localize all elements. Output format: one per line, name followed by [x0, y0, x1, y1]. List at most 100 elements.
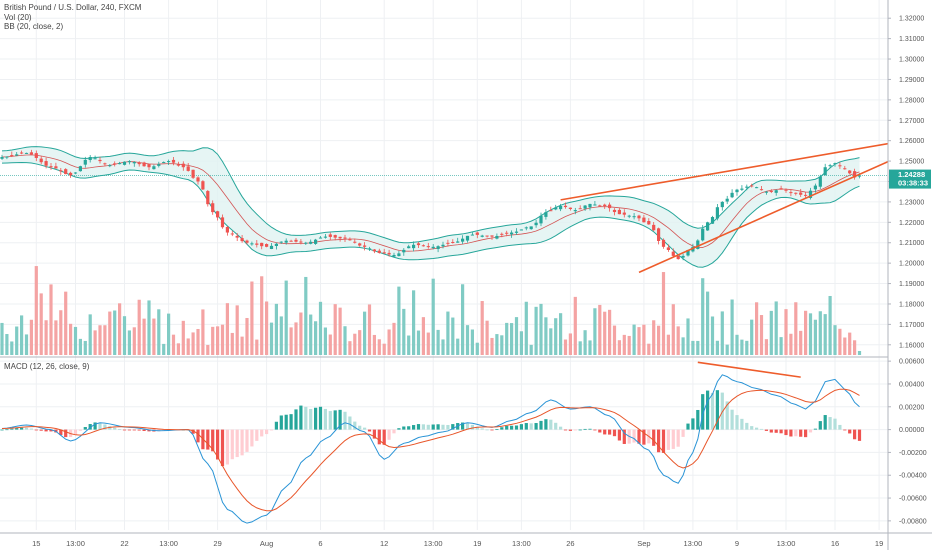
candle-body	[348, 239, 352, 241]
candle-body	[740, 188, 744, 190]
candle-body	[44, 161, 48, 166]
candle-body	[416, 243, 421, 246]
macd-histogram-bar	[676, 429, 680, 447]
volume-bar	[10, 341, 14, 355]
volume-bar	[412, 290, 416, 355]
macd-histogram-bar	[441, 424, 445, 430]
volume-indicator-label[interactable]: Vol (20)	[4, 13, 32, 22]
candle-body	[838, 165, 842, 167]
candle-body	[269, 245, 274, 249]
volume-bar	[250, 281, 254, 355]
candle-body	[686, 249, 690, 256]
bar-countdown-label: 03:38:33	[898, 179, 928, 188]
macd-divergence-trendline	[697, 361, 801, 378]
macd-axis-label: -0.00200	[899, 450, 927, 457]
time-axis-label: Aug	[260, 539, 273, 548]
volume-bar	[240, 336, 244, 355]
macd-histogram-bar	[142, 429, 146, 431]
macd-histogram-bar	[235, 429, 239, 458]
candle-body	[804, 194, 808, 196]
macd-histogram-bar	[485, 429, 489, 431]
volume-bar	[54, 320, 58, 355]
candle-body	[372, 249, 376, 252]
volume-bar	[715, 340, 719, 355]
volume-bar	[225, 303, 229, 355]
macd-histogram-bar	[29, 428, 33, 430]
time-axis-label: 13:00	[777, 539, 796, 548]
volume-bar	[377, 339, 381, 355]
volume-bar	[367, 304, 372, 355]
candle-body	[328, 234, 332, 237]
volume-bar	[196, 328, 200, 355]
candle-body	[59, 170, 63, 172]
macd-histogram-bar	[848, 429, 852, 434]
price-trendlines	[560, 141, 895, 274]
candle-body	[382, 252, 386, 254]
macd-histogram-bar	[220, 429, 225, 467]
candle-body	[49, 166, 53, 168]
volume-bar	[59, 310, 63, 355]
volume-bar	[608, 309, 612, 355]
volume-bar	[514, 317, 519, 355]
volume-bar	[828, 295, 832, 355]
candle-body	[843, 168, 847, 170]
volume-bar	[137, 299, 141, 355]
candle-body	[706, 222, 710, 231]
macd-histogram-bar	[833, 418, 837, 430]
candle-body	[186, 166, 190, 171]
macd-histogram-bar	[745, 422, 749, 430]
volume-bar	[642, 324, 646, 355]
candle-body	[113, 163, 117, 165]
candle-body	[808, 190, 813, 198]
macd-histogram-bar	[314, 407, 318, 430]
volume-bar	[132, 327, 136, 355]
candle-body	[167, 161, 171, 163]
macd-histogram-bar	[475, 426, 479, 430]
candle-body	[539, 215, 543, 224]
macd-histogram-bar	[392, 429, 396, 434]
volume-bar	[470, 329, 474, 355]
volume-bar	[461, 284, 465, 355]
candle-body	[573, 210, 577, 212]
volume-bar	[725, 344, 729, 355]
macd-histogram-bar	[784, 429, 788, 436]
candle-body	[681, 255, 685, 258]
symbol-title[interactable]: British Pound / U.S. Dollar, 240, FXCM	[4, 3, 142, 12]
candle-body	[176, 164, 180, 166]
volume-bar	[857, 351, 862, 355]
volume-bar	[686, 318, 690, 355]
candle-body	[657, 228, 661, 241]
macd-histogram-bar	[563, 429, 568, 431]
volume-bar	[88, 314, 92, 355]
candle-body	[39, 158, 43, 163]
volume-bar	[500, 335, 504, 355]
volume-bar	[0, 322, 4, 355]
candle-body	[568, 207, 572, 210]
time-axis-label: 13:00	[512, 539, 531, 548]
candle-body	[480, 235, 484, 237]
volume-bar	[539, 303, 543, 355]
macd-histogram-bar	[230, 429, 234, 460]
candle-body	[524, 227, 528, 229]
candle-body	[759, 189, 764, 191]
candle-body	[593, 204, 597, 206]
volume-bar	[83, 340, 87, 355]
candle-body	[426, 246, 430, 248]
candle-body	[818, 176, 822, 187]
candle-body	[220, 217, 225, 228]
macd-histogram-bar	[309, 408, 313, 430]
macd-histogram-bar	[206, 429, 210, 450]
macd-histogram-bar	[554, 422, 558, 430]
macd-histogram-bar	[681, 429, 685, 437]
bollinger-indicator-label[interactable]: BB (20, close, 2)	[4, 22, 64, 31]
volume-bar	[568, 333, 572, 355]
macd-histogram-bar	[387, 429, 391, 440]
bb-lower-band	[1, 162, 860, 268]
candle-body	[451, 241, 455, 243]
candle-body	[132, 162, 136, 164]
macd-histogram-bar	[0, 429, 4, 431]
macd-histogram-bar	[98, 422, 102, 430]
macd-indicator-label[interactable]: MACD (12, 26, close, 9)	[4, 362, 90, 371]
